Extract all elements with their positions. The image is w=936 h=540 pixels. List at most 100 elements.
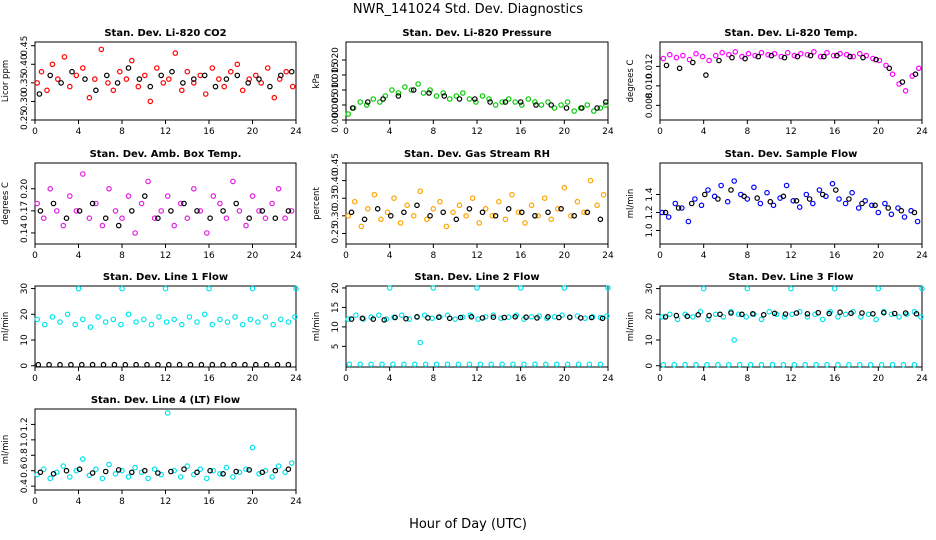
data-point-s3 <box>68 361 74 368</box>
data-point-s1 <box>247 316 254 323</box>
data-point-s1 <box>518 102 525 108</box>
data-point-s1 <box>459 90 466 96</box>
data-point-s2 <box>194 208 200 214</box>
data-point-s2 <box>129 208 135 214</box>
panel-title: Stan. Dev. Sample Flow <box>725 149 858 160</box>
data-point-s1 <box>236 208 243 214</box>
x-tick-label: 24 <box>290 497 302 507</box>
data-point-s1 <box>551 105 558 111</box>
y-tick-label: 10 <box>645 334 655 346</box>
data-point-s1 <box>132 230 138 236</box>
data-point-s3 <box>477 361 484 368</box>
y-tick-label: 0.012 <box>645 53 655 79</box>
y-tick-label: 1.0 <box>20 432 30 447</box>
data-point-s2 <box>102 215 109 222</box>
y-axis-label: kPa <box>312 74 322 89</box>
data-point-s4 <box>837 309 843 316</box>
data-point-s1 <box>378 216 384 223</box>
data-point-s1 <box>289 83 296 90</box>
data-point-s1 <box>204 230 210 236</box>
data-point-s2 <box>781 54 788 61</box>
data-point-s1 <box>106 186 112 192</box>
data-point-s2 <box>426 90 432 96</box>
data-point-s2 <box>716 57 722 64</box>
data-point-s1 <box>673 54 680 61</box>
data-point-s1 <box>145 178 151 185</box>
data-point-s1 <box>351 198 358 205</box>
data-point-s1 <box>901 214 908 220</box>
data-point-s2 <box>125 65 132 71</box>
plot-frame <box>345 285 609 368</box>
data-point-s2 <box>168 468 174 475</box>
data-point-s2 <box>349 105 356 111</box>
data-point-s1 <box>512 99 519 105</box>
data-point-s2 <box>561 285 568 291</box>
y-tick-label: 0.8 <box>20 448 30 463</box>
data-point-s3 <box>357 361 364 368</box>
data-point-s1 <box>177 474 184 480</box>
data-point-s1 <box>706 57 712 64</box>
data-point-s3 <box>510 361 516 368</box>
data-point-s3 <box>824 361 830 368</box>
data-point-s3 <box>89 361 96 368</box>
data-point-s1 <box>417 188 424 195</box>
data-point-s1 <box>177 200 184 207</box>
data-point-s1 <box>99 222 106 229</box>
y-tick-label: 0.000 <box>331 107 341 133</box>
data-point-s1 <box>262 215 269 222</box>
data-point-s1 <box>525 96 532 102</box>
data-point-s2 <box>471 96 478 102</box>
x-tick-label: 0 <box>32 251 38 261</box>
data-point-s1 <box>865 311 872 318</box>
data-point-s2 <box>169 68 175 75</box>
data-point-s3 <box>46 361 52 368</box>
data-point-s1 <box>744 196 751 202</box>
data-point-s3 <box>911 361 918 368</box>
data-point-s3 <box>368 361 374 368</box>
data-point-s1 <box>718 182 724 189</box>
data-point-s1 <box>80 171 86 177</box>
data-point-s4 <box>457 314 464 321</box>
data-point-s1 <box>186 314 193 320</box>
data-point-s2 <box>703 72 709 78</box>
data-point-s1 <box>93 200 99 207</box>
data-point-s3 <box>791 361 798 368</box>
x-tick-label: 0 <box>343 374 349 384</box>
data-point-s1 <box>391 195 397 202</box>
data-point-s4 <box>870 310 876 317</box>
data-point-s2 <box>487 99 493 105</box>
data-point-s4 <box>859 310 865 316</box>
data-point-s2 <box>834 52 840 59</box>
data-point-s2 <box>380 96 386 102</box>
data-point-s2 <box>207 467 213 474</box>
data-point-s1 <box>133 319 139 325</box>
data-point-s1 <box>719 49 726 56</box>
data-point-s2 <box>873 56 879 63</box>
data-point-s2 <box>885 205 892 211</box>
data-point-s2 <box>548 102 555 108</box>
data-point-s1 <box>105 80 111 86</box>
data-point-s1 <box>49 314 56 320</box>
data-point-s1 <box>541 195 548 202</box>
data-point-s1 <box>125 474 132 480</box>
data-point-s1 <box>882 200 888 207</box>
data-point-s2 <box>147 83 154 90</box>
data-point-s3 <box>597 361 604 368</box>
data-point-s1 <box>288 460 295 466</box>
data-point-s1 <box>86 94 93 101</box>
data-point-s3 <box>155 361 161 368</box>
data-point-s2 <box>518 209 525 216</box>
data-point-s3 <box>220 361 226 368</box>
data-point-s2 <box>898 207 905 214</box>
data-point-s1 <box>758 316 765 323</box>
data-point-s1 <box>561 184 568 191</box>
x-tick-label: 4 <box>387 374 393 384</box>
data-point-s2 <box>886 65 893 72</box>
y-tick-label: 0 <box>645 363 655 369</box>
x-tick-label: 0 <box>657 374 663 384</box>
data-point-s2 <box>401 209 407 216</box>
data-point-s2 <box>767 198 774 205</box>
y-tick-label: 5 <box>331 343 341 349</box>
data-point-s2 <box>142 467 148 474</box>
data-point-s1 <box>209 321 216 328</box>
